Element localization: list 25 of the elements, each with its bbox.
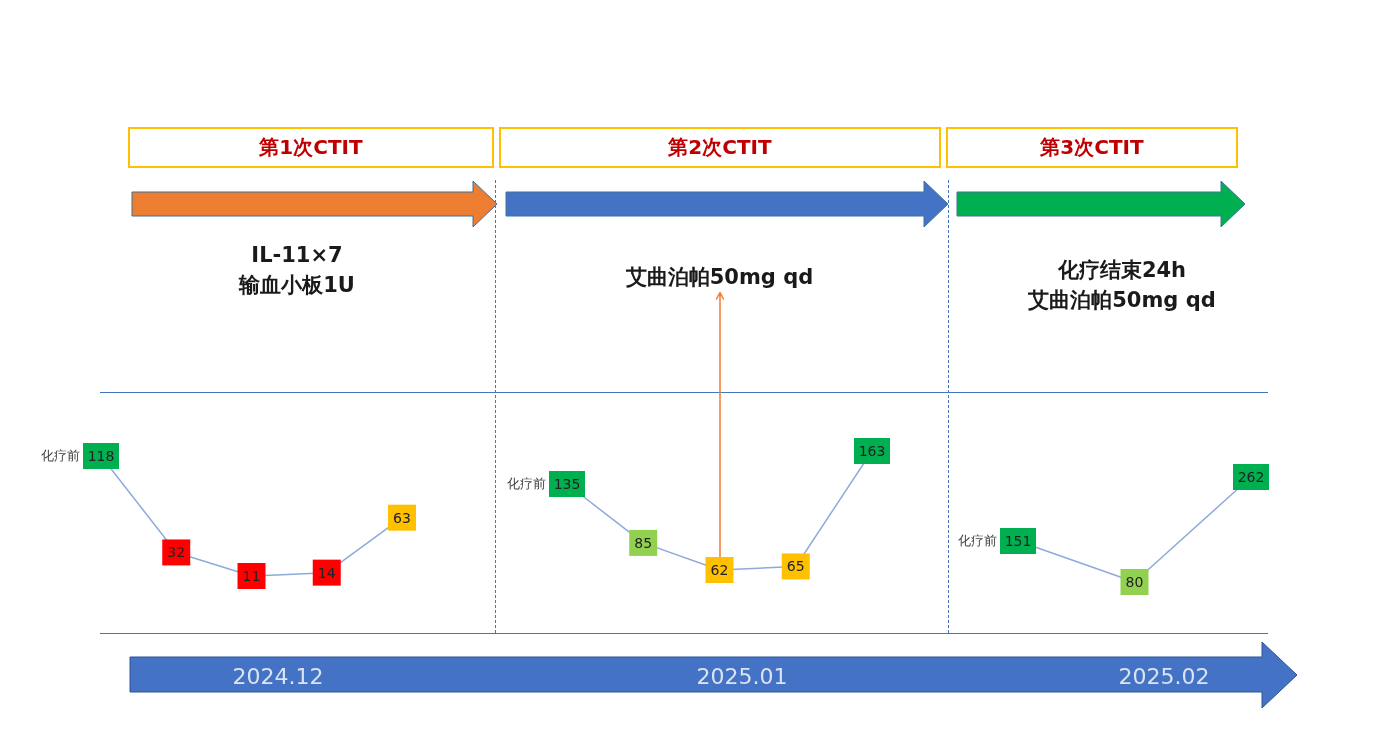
data-label: 262 — [1237, 469, 1265, 485]
x-axis-title: 2024.12 — [232, 663, 324, 689]
annotation: 艾曲泊帕50mg qd — [625, 264, 814, 291]
chart-title: 第1次CTIT — [259, 134, 363, 161]
data-label: 14 — [317, 564, 336, 581]
chart-subtitle: 化疗结束24h 艾曲泊帕50mg qd — [1028, 257, 1216, 314]
data-label: 63 — [393, 509, 411, 526]
data-label: 85 — [634, 534, 653, 551]
data-label: 118 — [87, 448, 115, 464]
x-axis-title: 2025.01 — [696, 663, 788, 689]
x-axis-title: 2025.02 — [1118, 663, 1210, 689]
data-label: 80 — [1125, 574, 1144, 590]
annotation: 化疗前 — [507, 475, 546, 493]
data-label: 135 — [553, 475, 581, 492]
chart-title: 第3次CTIT — [1040, 134, 1144, 161]
data-label: 65 — [786, 558, 805, 575]
annotation: 化疗前 — [958, 532, 997, 551]
data-label: 62 — [710, 562, 729, 578]
data-label: 151 — [1004, 533, 1032, 550]
data-label: 32 — [167, 544, 186, 561]
chart-title: 第2次CTIT — [668, 134, 772, 161]
chart-subtitle: IL-11×7 输血小板1U — [239, 242, 355, 299]
annotation: 化疗前 — [41, 447, 80, 465]
data-label: 163 — [858, 443, 886, 459]
data-label: 11 — [242, 568, 261, 584]
